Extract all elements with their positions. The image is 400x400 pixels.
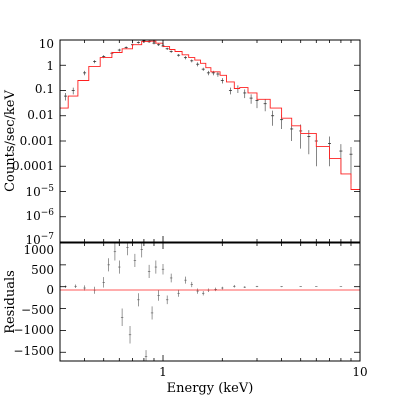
residual-frame: [59, 242, 361, 362]
y-tick-label: 1: [46, 59, 54, 73]
y-tick-label: 1000: [23, 243, 54, 257]
residual-y-tick-labels: 1000 500 0 −500 −1000 −1500: [13, 243, 54, 358]
spectrum-data-series: [64, 40, 353, 184]
y-tick-label: −500: [21, 303, 54, 317]
y-tick-label: 0.0001: [12, 159, 54, 173]
y-tick-label: 0: [46, 283, 54, 297]
y-tick-label: −1500: [13, 344, 54, 358]
x-axis-title: Energy (keV): [167, 381, 254, 396]
spectrum-y-axis-title: Counts/sec/keV: [3, 90, 18, 192]
spectrum-ticks: [59, 39, 361, 243]
spectrum-model-series: [60, 40, 361, 210]
residual-data-series: [64, 243, 357, 361]
y-tick-label: 10−5: [25, 184, 54, 199]
y-tick-label: 0.001: [20, 134, 54, 148]
x-tick-label: 1: [159, 365, 167, 379]
x-tick-label: 10: [352, 365, 367, 379]
residual-ticks: [59, 242, 361, 361]
residual-panel: 1000 500 0 −500 −1000 −1500 Residuals 1 …: [3, 242, 368, 396]
x-tick-labels: 1 10: [159, 365, 367, 379]
y-tick-label: −1000: [13, 323, 54, 337]
y-tick-label: 0.01: [27, 108, 54, 122]
y-tick-label: 10: [39, 37, 54, 51]
y-tick-label: 10−6: [25, 208, 54, 223]
spectrum-y-tick-labels: 10 1 0.1 0.01 0.001 0.0001 10−5 10−6 10−…: [12, 37, 54, 247]
model-line: [60, 40, 361, 210]
y-tick-label: 0.1: [35, 82, 54, 96]
y-tick-label: 500: [31, 263, 54, 277]
residual-y-axis-title: Residuals: [3, 270, 18, 334]
spectrum-panel: 10 1 0.1 0.01 0.001 0.0001 10−5 10−6 10−…: [3, 37, 361, 247]
